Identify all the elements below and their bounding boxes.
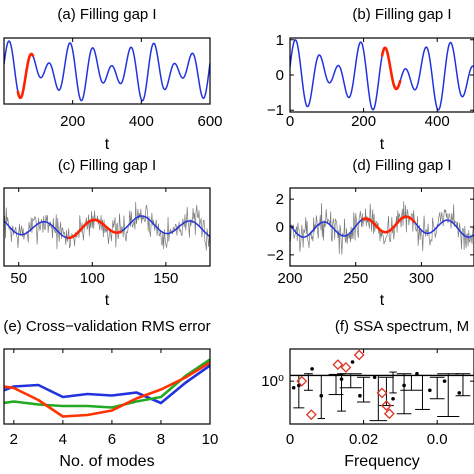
spectrum-point bbox=[402, 383, 406, 388]
spectrum-point bbox=[372, 375, 377, 380]
panel-e: (e) Cross−validation RMS error 2 4 6 8 10 No. … bbox=[3, 318, 218, 470]
series-signal bbox=[290, 39, 474, 111]
spectrum-point bbox=[291, 385, 296, 390]
spectrum-point bbox=[428, 388, 432, 393]
x-axis-label: t bbox=[380, 292, 385, 309]
plot-area bbox=[290, 201, 474, 255]
y-tick-label: 10⁰ bbox=[261, 373, 284, 390]
x-tick-label: 6 bbox=[108, 431, 116, 448]
x-axis-label: t bbox=[105, 292, 110, 309]
series-reconstruction bbox=[16, 52, 35, 100]
spectrum-point bbox=[391, 396, 395, 401]
x-tick-label: 600 bbox=[197, 113, 222, 130]
spectrum-point bbox=[319, 393, 324, 398]
panel-d: (d) Filling gap I 200 250 300 −2 0 2 t bbox=[267, 157, 474, 309]
x-tick-label: 100 bbox=[80, 270, 105, 287]
panel-title: (c) Filling gap I bbox=[58, 157, 156, 174]
spectrum-diamond bbox=[383, 408, 395, 420]
x-tick-label: 0 bbox=[286, 113, 294, 130]
panel-title: (f) SSA spectrum, M bbox=[335, 318, 469, 335]
x-tick-label: 0.0 bbox=[427, 431, 448, 448]
series-reconstruction bbox=[66, 218, 123, 240]
x-tick-label: 200 bbox=[351, 113, 376, 130]
series-noisy bbox=[290, 201, 474, 255]
x-tick-label: 8 bbox=[157, 431, 165, 448]
spectrum-point bbox=[297, 383, 301, 388]
spectrum-point bbox=[310, 367, 314, 371]
series-reconstruction bbox=[361, 215, 416, 234]
axes-frame bbox=[289, 37, 474, 113]
panel-title: (e) Cross−validation RMS error bbox=[3, 318, 210, 335]
y-tick-label: 2 bbox=[276, 191, 284, 208]
spectrum-point bbox=[442, 379, 447, 383]
x-tick-label: 0 bbox=[286, 431, 294, 448]
x-tick-label: 200 bbox=[60, 113, 85, 130]
spectrum-point bbox=[457, 391, 462, 395]
x-tick-label: 10 bbox=[202, 431, 219, 448]
series-blue bbox=[4, 364, 210, 405]
x-tick-label: 4 bbox=[59, 431, 67, 448]
axes-frame bbox=[289, 348, 474, 425]
spectrum-point bbox=[350, 360, 355, 364]
x-tick-label: 150 bbox=[153, 270, 178, 287]
plot-area bbox=[290, 39, 474, 111]
series-signal bbox=[4, 40, 210, 102]
spectrum-diamond bbox=[340, 362, 352, 373]
x-tick-label: 250 bbox=[343, 270, 368, 287]
plot-area bbox=[4, 201, 210, 251]
x-axis-label: No. of modes bbox=[59, 453, 154, 470]
series-green bbox=[4, 358, 210, 409]
spectrum-diamond bbox=[332, 359, 344, 371]
panel-title: (a) Filling gap I bbox=[57, 6, 156, 23]
x-tick-label: 50 bbox=[10, 270, 27, 287]
y-tick-label: −2 bbox=[267, 247, 284, 264]
plot-area bbox=[4, 358, 210, 418]
series-reconstruction bbox=[380, 46, 402, 91]
spectrum-point bbox=[358, 393, 362, 398]
spectrum-point bbox=[339, 377, 344, 381]
x-tick-label: 400 bbox=[425, 113, 450, 130]
spectrum-diamond bbox=[353, 349, 365, 361]
y-tick-label: 1 bbox=[276, 32, 284, 49]
panel-title: (d) Filling gap I bbox=[352, 157, 451, 174]
plot-area bbox=[290, 349, 474, 422]
y-tick-label: 0 bbox=[276, 219, 284, 236]
x-tick-label: 400 bbox=[129, 113, 154, 130]
panel-title: (b) Filling gap I bbox=[352, 6, 451, 23]
series-red bbox=[4, 361, 210, 418]
x-tick-label: 200 bbox=[277, 270, 302, 287]
x-tick-label: 0.02 bbox=[349, 431, 378, 448]
x-axis-label: Frequency bbox=[344, 453, 420, 470]
panel-f: (f) SSA spectrum, M 0 0.02 0.0 10⁰ Frequency bbox=[261, 318, 474, 470]
x-tick-label: 300 bbox=[409, 270, 434, 287]
panel-c: (c) Filling gap I 50 100 150 t bbox=[3, 157, 211, 309]
spectrum-diamond bbox=[376, 387, 388, 399]
plot-area bbox=[4, 40, 210, 102]
axes-frame bbox=[3, 187, 211, 267]
panel-a: (a) Filling gap I 200 400 600 t bbox=[3, 6, 223, 153]
x-axis-label: t bbox=[105, 136, 110, 153]
axes-frame bbox=[3, 37, 211, 105]
y-tick-label: 0 bbox=[276, 67, 284, 84]
spectrum-point bbox=[415, 371, 419, 376]
spectrum-diamond bbox=[305, 409, 317, 421]
x-axis-label: t bbox=[380, 136, 385, 153]
spectrum-diamond bbox=[296, 375, 308, 387]
x-tick-label: 2 bbox=[10, 431, 18, 448]
axes-frame bbox=[3, 348, 211, 425]
spectrum-diamond bbox=[380, 400, 392, 411]
y-tick-label: −1 bbox=[267, 102, 284, 119]
